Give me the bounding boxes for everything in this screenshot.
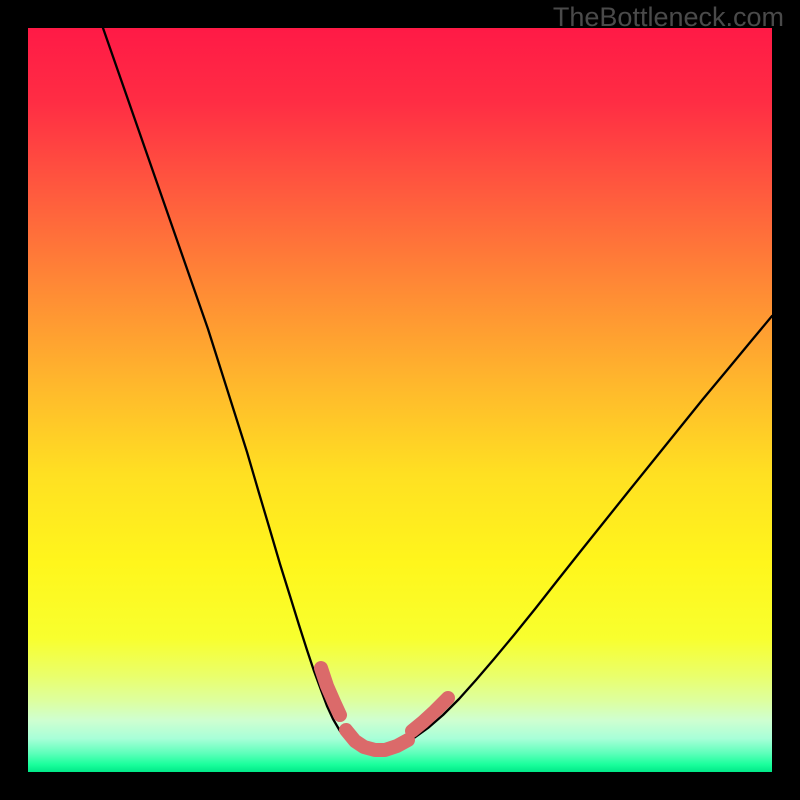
chart-curves [28, 28, 772, 772]
bottleneck-curve [103, 28, 772, 751]
highlight-segment [321, 668, 340, 715]
watermark-text: TheBottleneck.com [553, 2, 784, 33]
highlight-overlay [321, 668, 448, 750]
highlight-segment [346, 730, 408, 750]
plot-area [28, 28, 772, 772]
